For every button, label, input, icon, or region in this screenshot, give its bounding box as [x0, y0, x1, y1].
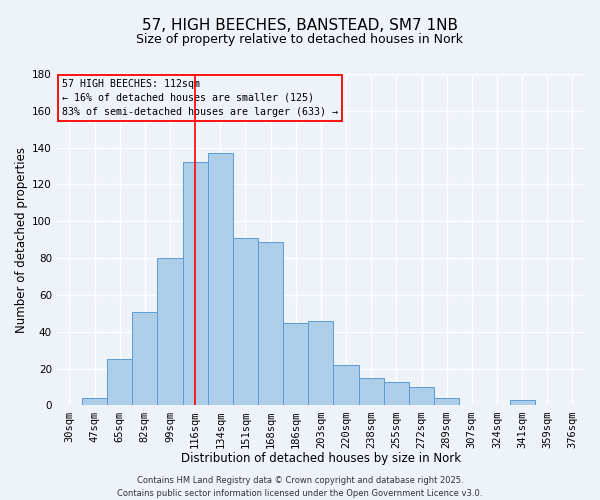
Bar [132, 312, 157, 406]
Bar [409, 387, 434, 406]
Bar [208, 153, 233, 406]
Bar [509, 400, 535, 406]
Bar [258, 242, 283, 406]
Bar [283, 322, 308, 406]
Bar [82, 398, 107, 406]
Bar [384, 382, 409, 406]
Text: 57, HIGH BEECHES, BANSTEAD, SM7 1NB: 57, HIGH BEECHES, BANSTEAD, SM7 1NB [142, 18, 458, 32]
Bar [308, 321, 334, 406]
Text: 57 HIGH BEECHES: 112sqm
← 16% of detached houses are smaller (125)
83% of semi-d: 57 HIGH BEECHES: 112sqm ← 16% of detache… [62, 79, 338, 117]
Bar [107, 360, 132, 406]
X-axis label: Distribution of detached houses by size in Nork: Distribution of detached houses by size … [181, 452, 461, 465]
Bar [334, 365, 359, 406]
Text: Size of property relative to detached houses in Nork: Size of property relative to detached ho… [137, 32, 464, 46]
Bar [233, 238, 258, 406]
Text: Contains HM Land Registry data © Crown copyright and database right 2025.
Contai: Contains HM Land Registry data © Crown c… [118, 476, 482, 498]
Bar [157, 258, 182, 406]
Bar [359, 378, 384, 406]
Bar [434, 398, 459, 406]
Y-axis label: Number of detached properties: Number of detached properties [15, 146, 28, 332]
Bar [182, 162, 208, 406]
